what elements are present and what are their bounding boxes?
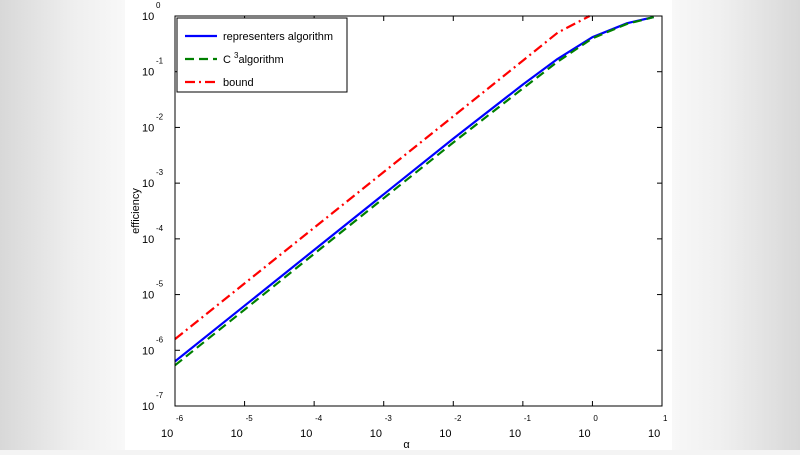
left-background-margin — [0, 0, 125, 450]
series-line-2 — [174, 16, 654, 367]
x-tick-exponent: -4 — [315, 414, 323, 423]
plot-frame — [174, 15, 663, 407]
y-tick-exponent: -2 — [156, 112, 164, 121]
x-tick-exponent: -1 — [524, 414, 532, 423]
x-tick-exponent: 0 — [593, 414, 598, 423]
legend-label: bound — [223, 77, 254, 89]
x-tick-label: 10 — [161, 428, 173, 440]
x-tick-label: 10 — [370, 428, 382, 440]
y-tick-label: 10 — [142, 67, 154, 79]
right-background-margin — [672, 0, 800, 450]
x-tick-label: 10 — [578, 428, 590, 440]
y-tick-label: 10 — [142, 290, 154, 302]
y-tick-exponent: -1 — [156, 57, 164, 66]
y-tick-label: 10 — [142, 122, 154, 134]
y-tick-label: 10 — [142, 178, 154, 190]
x-tick-label: 10 — [648, 428, 660, 440]
x-tick-label: 10 — [300, 428, 312, 440]
y-tick-label: 10 — [142, 401, 154, 413]
y-tick-exponent: -4 — [156, 224, 164, 233]
y-axis-label: efficiency — [130, 188, 142, 234]
y-tick-exponent: -7 — [156, 391, 164, 400]
x-tick-label: 10 — [231, 428, 243, 440]
y-tick-label: 10 — [142, 234, 154, 246]
x-tick-exponent: -2 — [454, 414, 462, 423]
y-tick-exponent: 0 — [156, 1, 161, 10]
series-line-3 — [174, 15, 591, 340]
y-tick-exponent: -6 — [156, 335, 164, 344]
figure-canvas: 10 -6 10 -5 10 -4 10 -3 10 -2 10 -1 10 0 10 1 10 0 10 -1 10-… — [125, 0, 672, 451]
efficiency-chart: 10-610-510-410-310-210-110010110010-110-… — [130, 1, 668, 451]
x-tick-exponent: -3 — [385, 414, 393, 423]
legend-box — [176, 17, 348, 93]
x-tick-exponent: 1 — [663, 414, 668, 423]
x-tick-exponent: -6 — [176, 414, 184, 423]
x-tick-label: 10 — [509, 428, 521, 440]
legend-label: representers algorithm — [223, 31, 333, 43]
y-tick-exponent: -3 — [156, 168, 164, 177]
x-axis-label: α — [403, 439, 410, 450]
x-tick-label: 10 — [439, 428, 451, 440]
y-tick-label: 10 — [142, 345, 154, 357]
x-tick-exponent: -5 — [246, 414, 254, 423]
legend: representers algorithm C 3algorithm bound — [176, 17, 348, 93]
legend-label: C 3algorithm — [223, 51, 284, 66]
y-tick-exponent: -5 — [156, 280, 164, 289]
y-tick-label: 10 — [142, 11, 154, 23]
